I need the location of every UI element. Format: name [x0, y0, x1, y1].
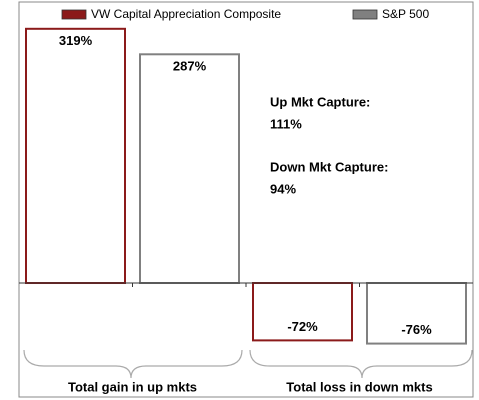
legend-label: S&P 500	[382, 7, 429, 21]
data-label: 319%	[59, 33, 93, 48]
x-tick-label: Total gain in up mkts	[68, 379, 197, 394]
annotation: 111%	[270, 116, 302, 131]
chart-frame	[18, 1, 474, 398]
annotation: Up Mkt Capture:	[270, 94, 370, 109]
brace	[23, 349, 243, 379]
bar	[139, 53, 240, 285]
annotation: Down Mkt Capture:	[270, 159, 388, 174]
data-label: 287%	[173, 59, 207, 74]
bar	[25, 27, 126, 285]
annotation: 94%	[270, 181, 296, 196]
data-label: -76%	[401, 322, 432, 337]
legend-swatch	[61, 9, 87, 20]
legend-swatch	[352, 9, 378, 20]
x-tick-label: Total loss in down mkts	[286, 379, 432, 394]
bar	[366, 282, 467, 345]
brace	[249, 349, 473, 379]
legend-label: VW Capital Appreciation Composite	[91, 7, 281, 21]
data-label: -72%	[287, 319, 318, 334]
